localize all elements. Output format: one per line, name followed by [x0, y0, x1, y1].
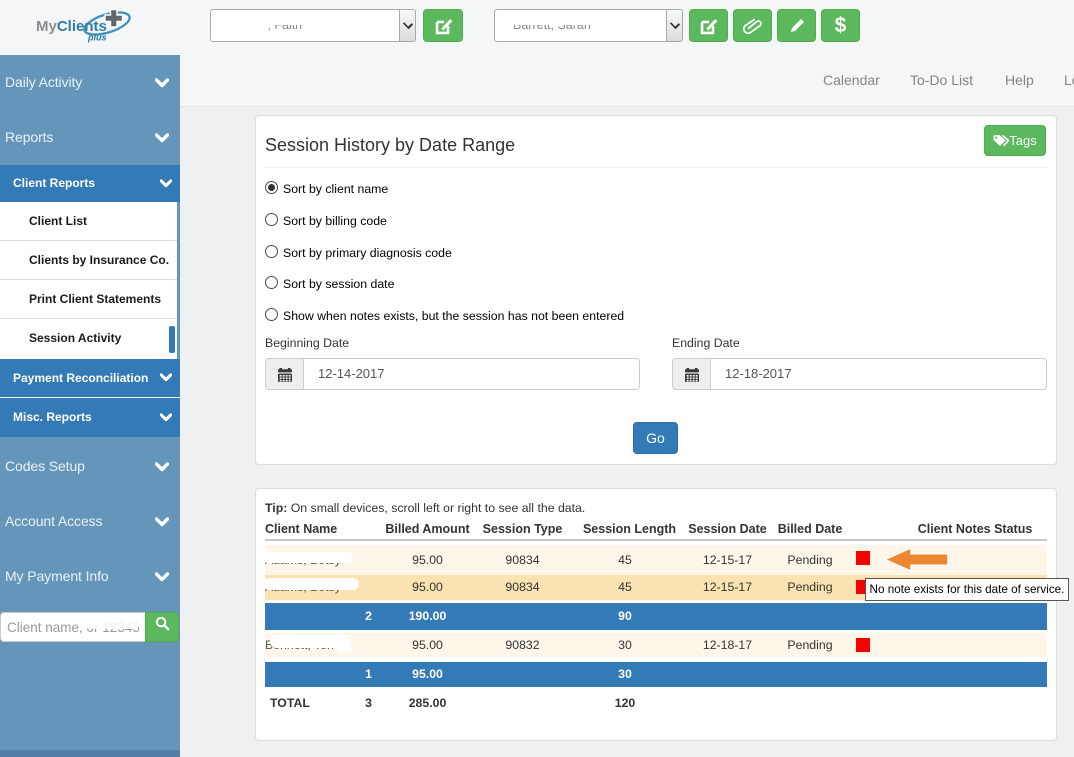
- svg-text:MyClients: MyClients: [36, 18, 107, 35]
- svg-text:plus: plus: [87, 33, 107, 43]
